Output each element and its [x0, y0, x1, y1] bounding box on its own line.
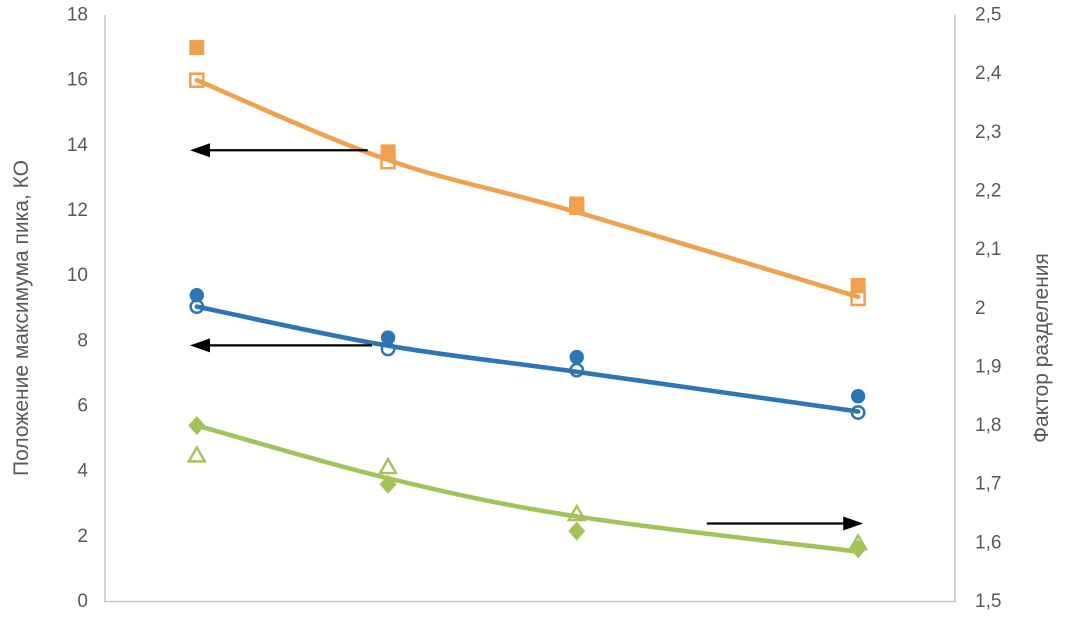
- left-axis-tick-label: 8: [77, 330, 88, 351]
- green-separation-factor-filled-marker: [188, 416, 206, 436]
- blue-peak-position-filled-marker: [569, 349, 584, 365]
- right-axis-tick-label: 1,9: [975, 356, 1001, 377]
- left-axis-tick-label: 18: [67, 5, 88, 26]
- right-axis-tick-label: 2,2: [975, 180, 1001, 201]
- axis-arrow-head-3: [843, 516, 864, 531]
- right-axis-tick-label: 2,3: [975, 122, 1001, 143]
- right-axis-tick-label: 1,8: [975, 415, 1001, 436]
- right-axis-tick-label: 1,5: [975, 591, 1001, 612]
- green-separation-factor-hollow-marker: [566, 503, 587, 522]
- axis-arrow-head-2: [190, 338, 210, 353]
- orange-peak-position-trendline: [194, 77, 861, 300]
- axis-arrow-head-1: [190, 143, 210, 158]
- green-separation-factor-filled-marker: [379, 474, 397, 494]
- orange-peak-position-filled-marker: [189, 40, 205, 56]
- left-axis-tick-label: 2: [77, 526, 88, 547]
- green-separation-factor-filled-marker: [849, 539, 867, 559]
- left-axis-tick-label: 14: [67, 135, 89, 156]
- green-separation-factor-hollow-marker: [377, 456, 399, 475]
- right-axis-tick-label: 1,7: [975, 474, 1001, 495]
- green-separation-factor-hollow-marker: [186, 444, 207, 463]
- right-axis-tick-label: 2,5: [975, 5, 1001, 26]
- left-axis-title: Положение максимума пика, КО: [10, 160, 33, 476]
- blue-peak-position-filled-marker: [850, 389, 866, 404]
- blue-peak-position-trendline: [194, 304, 861, 414]
- orange-peak-position-filled-marker: [569, 196, 585, 212]
- orange-peak-position-hollow-marker: [189, 72, 205, 88]
- right-axis-title: Фактор разделения: [1030, 253, 1053, 443]
- right-axis-tick-label: 1,6: [975, 532, 1001, 553]
- left-axis-tick-label: 6: [77, 396, 88, 417]
- left-axis-tick-label: 10: [67, 265, 88, 286]
- left-axis-tick-label: 12: [67, 200, 88, 221]
- green-separation-factor-filled-marker: [568, 521, 586, 541]
- left-axis-tick-label: 16: [67, 70, 88, 91]
- green-separation-factor-trendline: [194, 423, 861, 554]
- right-axis-tick-label: 2: [975, 298, 986, 319]
- blue-peak-position-hollow-marker: [850, 405, 866, 420]
- left-axis-tick-label: 4: [77, 461, 88, 482]
- orange-peak-position-filled-marker: [850, 277, 866, 293]
- right-axis-tick-label: 2,1: [975, 239, 1001, 260]
- orange-peak-position-filled-marker: [380, 144, 396, 160]
- right-axis-tick-label: 2,4: [975, 63, 1002, 84]
- blue-peak-position-filled-marker: [189, 288, 204, 303]
- left-axis-tick-label: 0: [77, 591, 88, 612]
- blue-peak-position-filled-marker: [380, 330, 396, 345]
